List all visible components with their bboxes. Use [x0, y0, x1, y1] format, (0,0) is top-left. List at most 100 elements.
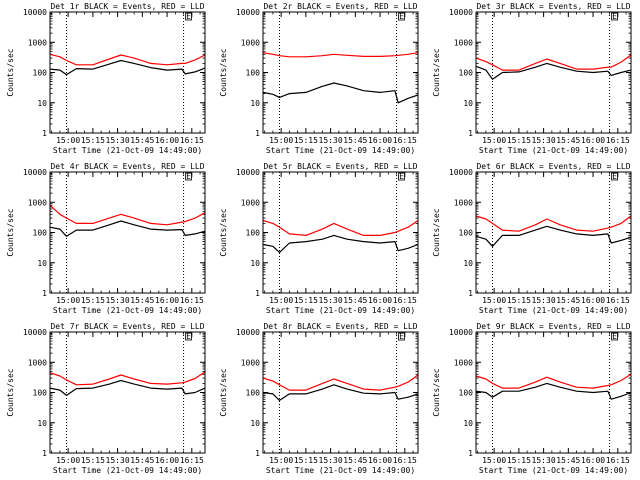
y-tick-label: 10000 [449, 8, 473, 17]
x-axis-label: Start Time (21-Oct-09 14:49:00) [479, 146, 628, 155]
x-tick-label: 16:00 [155, 456, 179, 465]
x-tick-label: 15:30 [319, 456, 343, 465]
x-tick-label: 16:00 [155, 136, 179, 145]
x-tick-label: 16:00 [368, 296, 392, 305]
plot-frame [49, 331, 206, 454]
x-axis-label: Start Time (21-Oct-09 14:49:00) [266, 466, 415, 475]
x-tick-label: 15:30 [532, 136, 556, 145]
plot-frame [49, 11, 206, 134]
y-tick-label: 1000 [28, 38, 47, 47]
lld-series-line [262, 374, 419, 391]
y-tick-label: 1 [255, 449, 260, 458]
chart-panel: Det 3r BLACK = Events, RED = LLD Counts/s… [432, 2, 632, 155]
y-tick-label: 1000 [28, 198, 47, 207]
e-marker-label: E [399, 332, 404, 341]
x-tick-label: 15:45 [343, 296, 367, 305]
y-tick-label: 100 [33, 69, 48, 78]
x-tick-label: 15:00 [269, 296, 293, 305]
e-marker-box [398, 332, 405, 341]
e-marker-box [398, 172, 405, 181]
lld-series-line [49, 371, 206, 386]
chart-panel: Det 7r BLACK = Events, RED = LLD Counts/s… [6, 322, 206, 475]
y-tick-label: 1 [42, 129, 47, 138]
x-tick-label: 16:15 [180, 296, 204, 305]
y-tick-label: 10 [463, 419, 473, 428]
x-tick-label: 15:15 [507, 456, 531, 465]
y-tick-label: 10000 [449, 328, 473, 337]
x-tick-label: 15:00 [482, 136, 506, 145]
chart-title: Det 4r BLACK = Events, RED = LLD [50, 162, 204, 171]
x-tick-label: 15:45 [130, 136, 154, 145]
x-tick-label: 15:00 [482, 296, 506, 305]
lld-series-line [262, 219, 419, 236]
y-tick-label: 10000 [236, 328, 260, 337]
e-marker-label: E [186, 172, 191, 181]
y-tick-label: 100 [459, 389, 474, 398]
events-series-line [262, 384, 419, 401]
y-tick-label: 10000 [236, 8, 260, 17]
x-tick-label: 16:00 [368, 136, 392, 145]
x-tick-label: 15:15 [294, 456, 318, 465]
lld-series-line [262, 52, 419, 58]
x-tick-label: 15:00 [56, 136, 80, 145]
x-tick-label: 15:00 [269, 456, 293, 465]
y-tick-label: 1000 [241, 198, 260, 207]
y-tick-label: 10 [37, 259, 47, 268]
y-axis-label: Counts/sec [6, 368, 15, 416]
e-marker-box [185, 12, 192, 21]
lld-series-line [49, 53, 206, 66]
y-axis-label: Counts/sec [219, 208, 228, 256]
y-tick-label: 1000 [28, 358, 47, 367]
x-tick-label: 16:15 [393, 136, 417, 145]
e-marker-box [611, 332, 618, 341]
y-axis-label: Counts/sec [219, 48, 228, 96]
y-tick-label: 100 [33, 389, 48, 398]
x-tick-label: 16:00 [581, 456, 605, 465]
x-tick-label: 16:15 [393, 456, 417, 465]
chart-panel: Det 4r BLACK = Events, RED = LLD Counts/s… [6, 162, 206, 315]
events-series-line [49, 220, 206, 237]
x-tick-label: 15:30 [106, 136, 130, 145]
plot-frame [262, 331, 419, 454]
y-tick-label: 10000 [23, 8, 47, 17]
chart-panel: Det 6r BLACK = Events, RED = LLD Counts/s… [432, 162, 632, 315]
chart-panel: Det 8r BLACK = Events, RED = LLD Counts/s… [219, 322, 419, 475]
x-tick-label: 15:15 [507, 296, 531, 305]
events-series-line [49, 379, 206, 396]
x-tick-label: 16:00 [581, 296, 605, 305]
plot-frame [262, 11, 419, 134]
chart-title: Det 3r BLACK = Events, RED = LLD [476, 2, 630, 11]
x-tick-label: 15:15 [81, 456, 105, 465]
x-axis-label: Start Time (21-Oct-09 14:49:00) [479, 466, 628, 475]
chart-title: Det 1r BLACK = Events, RED = LLD [50, 2, 204, 11]
y-axis-label: Counts/sec [6, 208, 15, 256]
x-axis-label: Start Time (21-Oct-09 14:49:00) [53, 466, 202, 475]
e-marker-box [185, 332, 192, 341]
x-tick-label: 15:45 [343, 136, 367, 145]
chart-title: Det 2r BLACK = Events, RED = LLD [263, 2, 417, 11]
y-tick-label: 10 [250, 99, 260, 108]
y-tick-label: 1 [255, 289, 260, 298]
y-tick-label: 1 [42, 449, 47, 458]
chart-title: Det 5r BLACK = Events, RED = LLD [263, 162, 417, 171]
y-tick-label: 1000 [241, 358, 260, 367]
x-tick-label: 15:15 [81, 296, 105, 305]
x-tick-label: 16:15 [606, 136, 630, 145]
chart-panel: Det 1r BLACK = Events, RED = LLD Counts/s… [6, 2, 206, 155]
lld-series-line [475, 54, 632, 71]
y-tick-label: 10 [37, 99, 47, 108]
y-tick-label: 100 [459, 69, 474, 78]
x-tick-label: 15:30 [106, 296, 130, 305]
x-tick-label: 15:00 [269, 136, 293, 145]
e-marker-label: E [612, 172, 617, 181]
y-axis-label: Counts/sec [219, 368, 228, 416]
y-tick-label: 10000 [449, 168, 473, 177]
x-tick-label: 15:45 [130, 456, 154, 465]
y-tick-label: 10 [250, 259, 260, 268]
chart-panel: Det 5r BLACK = Events, RED = LLD Counts/s… [219, 162, 419, 315]
x-tick-label: 16:00 [581, 136, 605, 145]
e-marker-label: E [612, 12, 617, 21]
lld-series-line [49, 204, 206, 226]
y-tick-label: 100 [246, 69, 261, 78]
